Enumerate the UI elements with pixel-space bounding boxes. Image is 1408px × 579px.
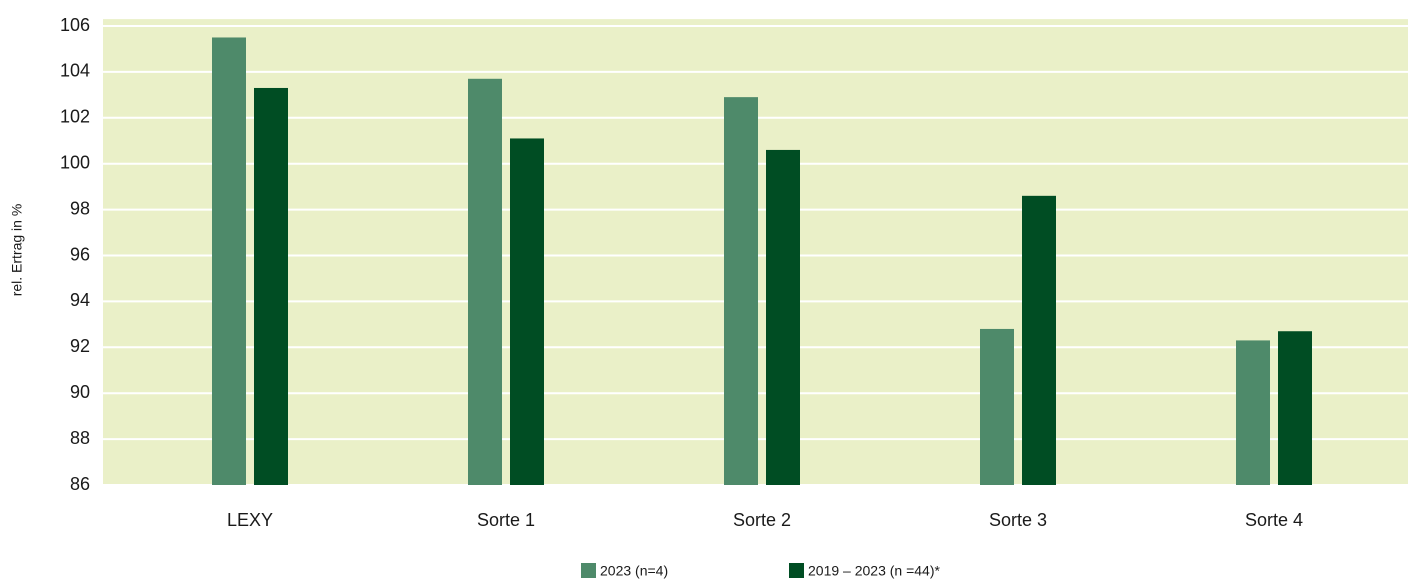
bar <box>254 87 288 485</box>
legend-label: 2023 (n=4) <box>600 563 668 579</box>
y-tick-label: 92 <box>70 336 90 356</box>
x-tick-label: Sorte 4 <box>1245 510 1303 530</box>
y-tick-label: 100 <box>60 152 90 172</box>
bar <box>766 149 800 485</box>
x-tick-label: LEXY <box>227 510 273 530</box>
y-tick-label: 96 <box>70 244 90 264</box>
bar <box>724 97 758 486</box>
y-tick-label: 104 <box>60 61 90 81</box>
x-tick-label: Sorte 3 <box>989 510 1047 530</box>
y-axis-label: rel. Ertrag in % <box>9 204 25 297</box>
y-tick-label: 102 <box>60 107 90 127</box>
legend-swatch <box>581 563 596 578</box>
bar <box>1236 340 1270 485</box>
y-tick-label: 88 <box>70 428 90 448</box>
bar <box>468 78 502 485</box>
legend-swatch <box>789 563 804 578</box>
legend-label: 2019 – 2023 (n =44)* <box>808 563 940 579</box>
x-tick-label: Sorte 1 <box>477 510 535 530</box>
bar <box>1022 195 1056 485</box>
y-tick-label: 94 <box>70 290 90 310</box>
y-tick-label: 86 <box>70 474 90 494</box>
bar <box>510 138 544 485</box>
bar <box>980 328 1014 485</box>
y-tick-label: 106 <box>60 15 90 35</box>
bar <box>1278 331 1312 485</box>
bar <box>212 37 246 485</box>
x-tick-label: Sorte 2 <box>733 510 791 530</box>
y-tick-label: 98 <box>70 198 90 218</box>
y-tick-label: 90 <box>70 382 90 402</box>
